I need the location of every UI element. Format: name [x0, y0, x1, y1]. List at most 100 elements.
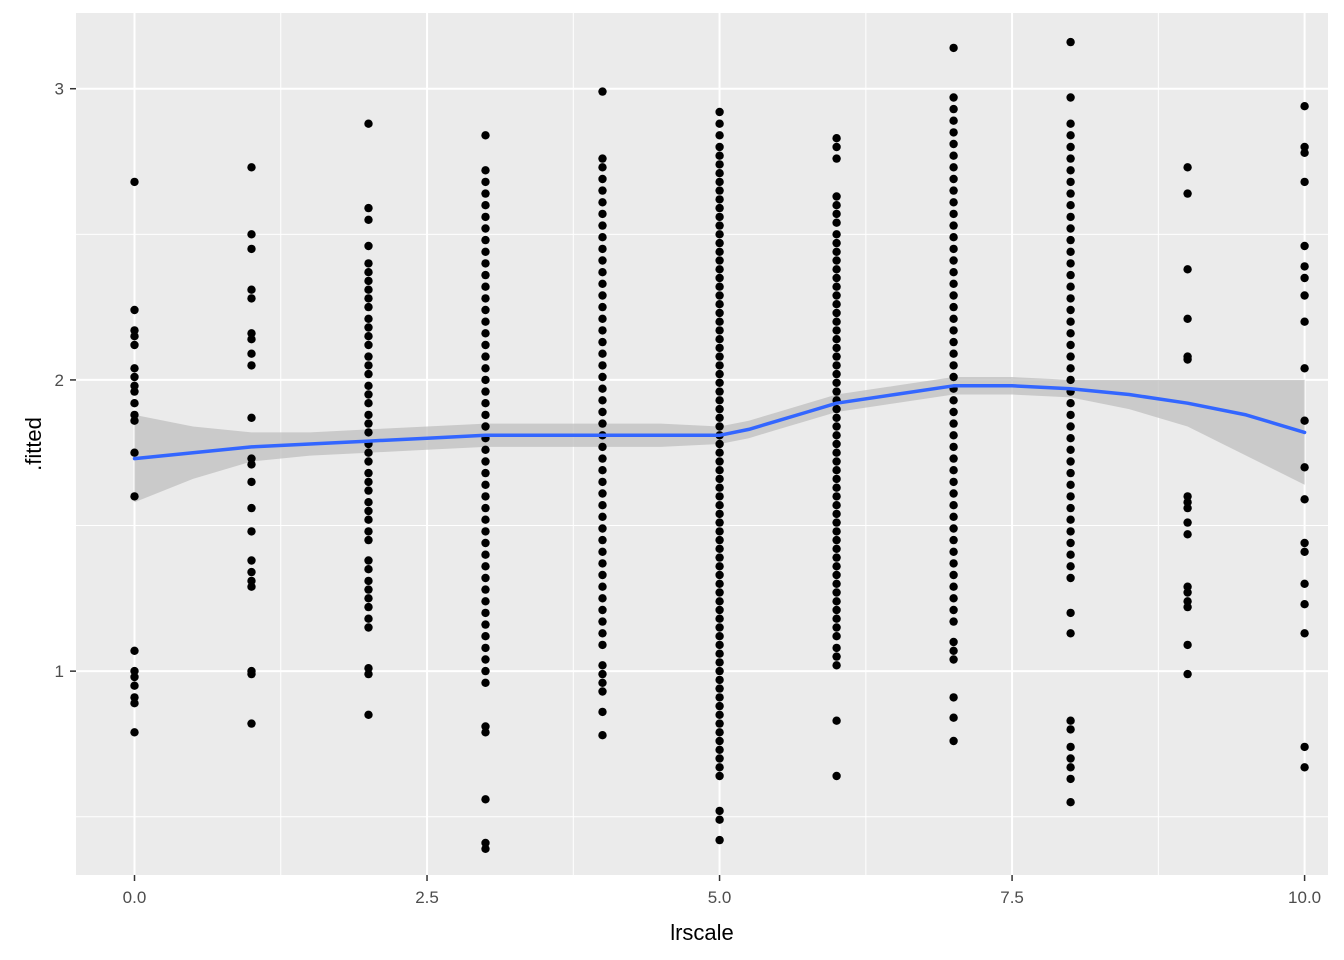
data-point: [1300, 364, 1309, 373]
data-point: [1066, 422, 1075, 431]
data-point: [715, 439, 724, 449]
data-point: [130, 410, 139, 420]
data-point: [715, 256, 724, 265]
data-point: [364, 332, 373, 341]
data-point: [130, 364, 139, 373]
data-point: [1183, 189, 1192, 198]
data-point: [481, 422, 490, 431]
data-point: [1066, 742, 1075, 752]
data-point: [130, 399, 139, 408]
data-point: [364, 602, 373, 612]
data-point: [1183, 530, 1192, 539]
data-point: [949, 646, 958, 655]
data-point: [715, 666, 724, 676]
data-point: [1066, 224, 1075, 233]
data-point: [832, 501, 841, 510]
data-point: [598, 489, 607, 498]
data-point: [481, 608, 490, 618]
data-point: [832, 256, 841, 265]
data-point: [481, 259, 490, 268]
data-point: [1183, 265, 1192, 274]
data-point: [949, 570, 958, 580]
data-point: [1066, 434, 1075, 443]
data-point: [715, 597, 724, 606]
data-point: [715, 119, 724, 128]
data-point: [715, 719, 724, 728]
data-point: [949, 139, 958, 149]
data-point: [598, 302, 607, 312]
data-point: [715, 483, 724, 492]
data-point: [247, 361, 256, 370]
data-point: [481, 364, 490, 373]
data-point: [949, 244, 958, 254]
data-point: [598, 256, 607, 265]
data-point: [832, 661, 841, 670]
data-point: [832, 570, 841, 580]
data-point: [1066, 725, 1075, 734]
data-point: [949, 361, 958, 370]
data-point: [598, 186, 607, 195]
data-point: [1066, 608, 1075, 618]
data-point: [1066, 329, 1075, 338]
data-point: [949, 268, 958, 277]
data-point: [715, 806, 724, 816]
data-point: [832, 300, 841, 309]
data-point: [130, 666, 139, 676]
data-point: [364, 535, 373, 545]
data-point: [1183, 640, 1192, 650]
data-point: [1300, 416, 1309, 425]
data-point: [949, 454, 958, 463]
data-point: [715, 649, 724, 658]
data-point: [832, 352, 841, 361]
data-point: [949, 489, 958, 498]
data-point: [1066, 37, 1075, 47]
data-point: [1066, 754, 1075, 763]
data-point: [832, 273, 841, 283]
data-point: [715, 265, 724, 274]
data-point: [481, 844, 490, 853]
data-point: [481, 722, 490, 731]
data-point: [598, 629, 607, 638]
data-point: [715, 518, 724, 527]
data-point: [1066, 131, 1075, 140]
data-point: [715, 273, 724, 283]
data-point: [1300, 629, 1309, 638]
data-point: [1300, 241, 1309, 251]
data-point: [1300, 579, 1309, 588]
data-point: [598, 291, 607, 300]
data-point: [715, 763, 724, 772]
data-point: [598, 209, 607, 219]
data-point: [832, 527, 841, 536]
data-point: [832, 404, 841, 414]
data-point: [481, 305, 490, 315]
data-point: [598, 407, 607, 417]
data-point: [715, 605, 724, 615]
data-point: [1066, 189, 1075, 198]
data-point: [364, 294, 373, 303]
data-point: [715, 492, 724, 501]
data-point: [715, 535, 724, 545]
data-point: [130, 728, 139, 737]
data-point: [1066, 445, 1075, 454]
data-point: [1066, 457, 1075, 466]
y-tick-label: 2: [55, 371, 64, 390]
data-point: [1066, 259, 1075, 268]
data-point: [949, 736, 958, 746]
data-point: [364, 664, 373, 673]
data-point: [247, 244, 256, 254]
data-point: [832, 652, 841, 661]
data-point: [130, 646, 139, 655]
data-point: [832, 209, 841, 219]
data-point: [1066, 364, 1075, 373]
data-point: [715, 736, 724, 746]
data-point: [364, 410, 373, 420]
data-point: [715, 448, 724, 457]
data-point: [715, 343, 724, 353]
data-point: [715, 177, 724, 187]
data-point: [481, 492, 490, 501]
data-point: [598, 466, 607, 475]
data-point: [130, 693, 139, 702]
data-point: [598, 731, 607, 740]
data-point: [715, 614, 724, 623]
data-point: [949, 302, 958, 312]
